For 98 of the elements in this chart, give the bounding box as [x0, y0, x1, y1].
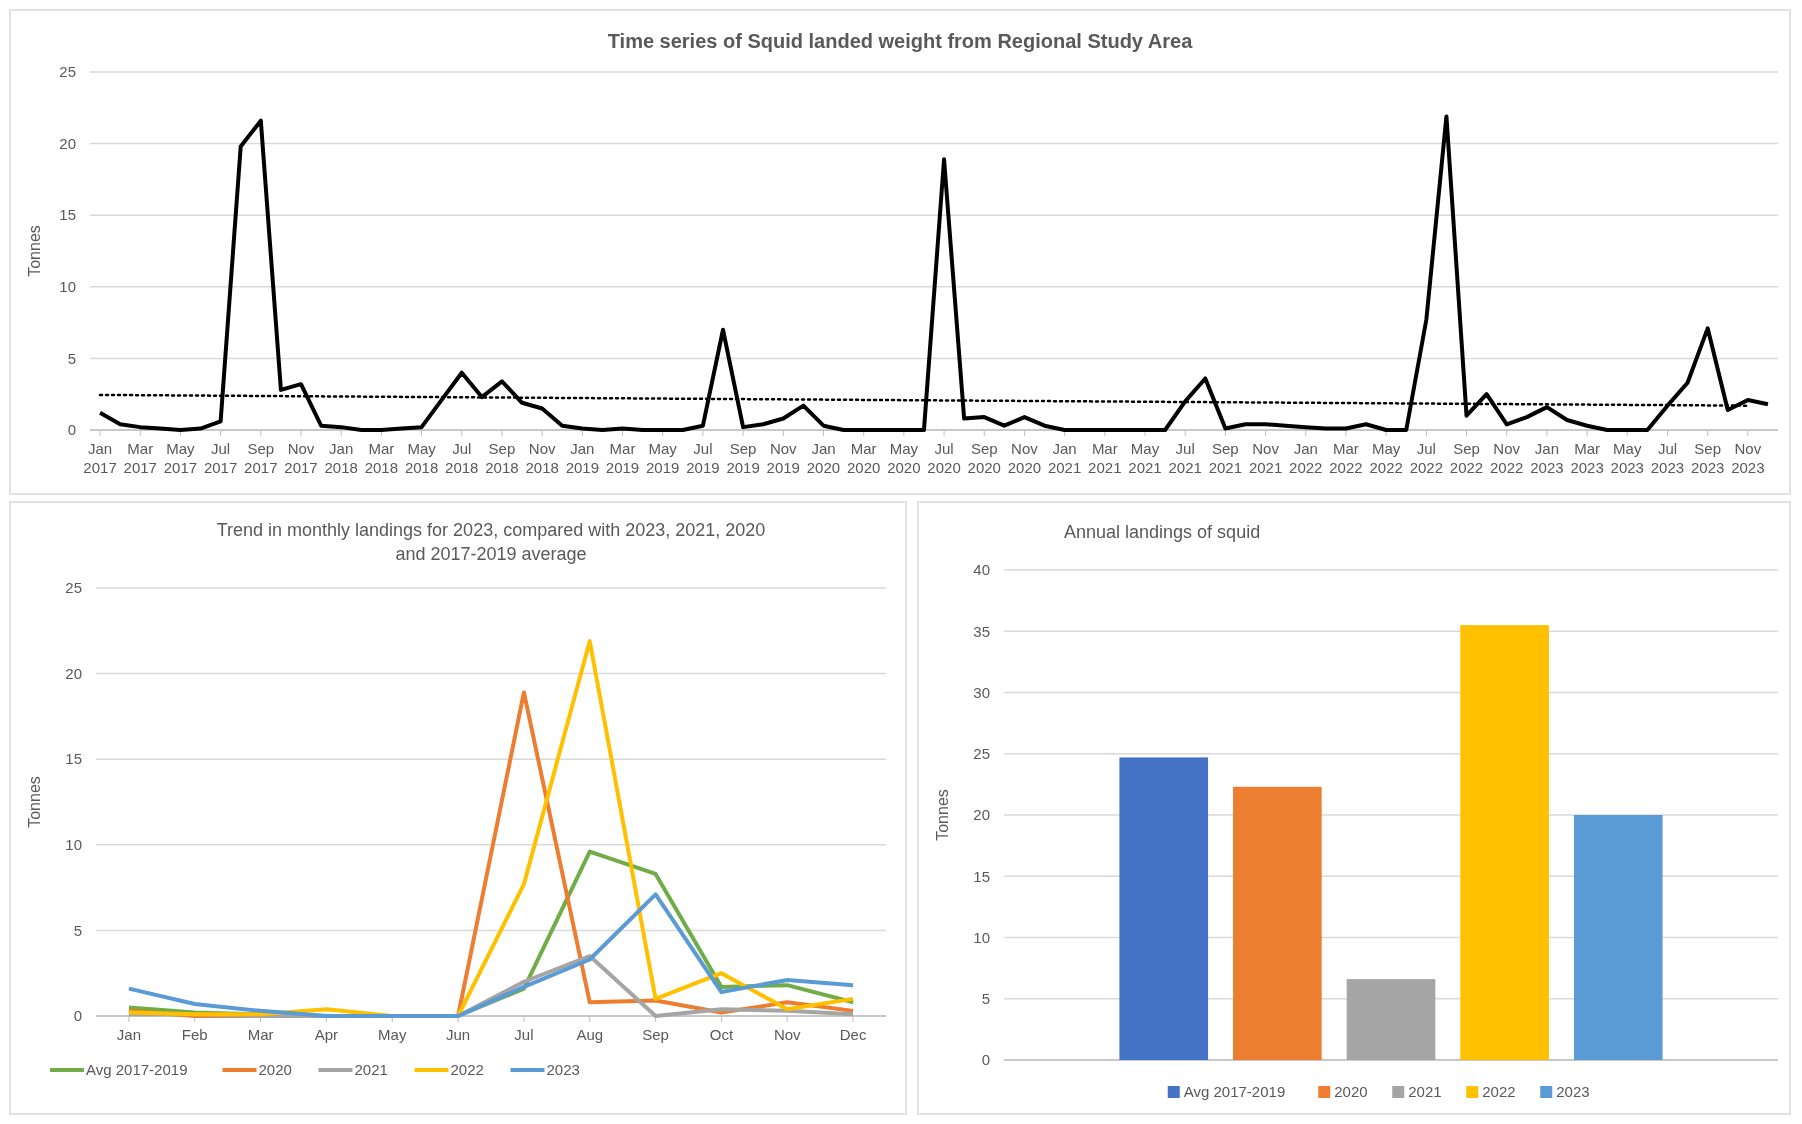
bar: [1346, 979, 1436, 1060]
x-tick-label: Mar 2017: [123, 440, 157, 476]
x-tick-label: Sep 2019: [726, 440, 760, 476]
x-tick-label: Sep 2022: [1449, 440, 1484, 476]
legend-label: 2021: [1408, 1083, 1442, 1101]
legend-label: Avg 2017-2019: [86, 1061, 188, 1079]
legend-label: 2021: [354, 1061, 388, 1079]
y-axis-title: Tonnes: [26, 776, 43, 828]
x-tick-label: Jan: [116, 1026, 142, 1043]
x-tick-label: Dec: [839, 1026, 867, 1043]
bar: [1119, 757, 1209, 1060]
y-tick-label: 10: [973, 928, 990, 946]
x-tick-label: Jan 2017: [83, 440, 117, 476]
y-tick-label: 30: [973, 683, 990, 701]
x-tick-label: Mar 2023: [1570, 440, 1604, 476]
x-tick-label: Nov 2020: [1007, 440, 1042, 476]
x-tick-label: Oct: [709, 1026, 734, 1043]
line-series: [126, 892, 856, 1018]
x-tick-label: Jul 2021: [1168, 440, 1202, 476]
x-tick-label: May 2017: [163, 440, 198, 476]
y-tick-label: 10: [65, 836, 82, 854]
x-tick-label: Mar 2020: [846, 440, 881, 476]
x-tick-label: May: [378, 1026, 407, 1043]
x-tick-label: Jul 2022: [1409, 440, 1444, 476]
bar: [1460, 625, 1549, 1060]
chart-title: Trend in monthly landings for 2023, compared with 2023, 2021, 2020 and 2017-2019 average: [216, 520, 766, 564]
x-tick-label: Mar 2022: [1329, 440, 1363, 476]
y-tick-label: 25: [59, 63, 76, 81]
x-tick-label: Feb: [181, 1026, 208, 1043]
x-tick-label: Jul 2018: [445, 440, 479, 476]
x-tick-label: Aug: [576, 1026, 604, 1043]
y-tick-label: 15: [973, 867, 990, 885]
x-tick-label: Nov 2023: [1731, 440, 1765, 476]
x-tick-label: Jan 2021: [1047, 440, 1082, 476]
x-tick-label: Nov 2022: [1490, 440, 1524, 476]
y-axis-title: Tonnes: [26, 225, 43, 277]
x-tick-label: Mar 2019: [605, 440, 640, 476]
x-tick-label: Jan 2019: [565, 440, 600, 476]
x-tick-label: Nov 2018: [525, 440, 559, 476]
x-tick-label: May 2019: [646, 440, 680, 476]
x-tick-label: May 2023: [1610, 440, 1644, 476]
x-tick-label: Apr: [314, 1026, 339, 1043]
x-tick-label: Jul 2020: [927, 440, 961, 476]
y-tick-label: 25: [973, 745, 990, 762]
y-tick-label: 35: [973, 622, 990, 640]
x-tick-label: May 2018: [404, 440, 439, 476]
legend-label: 2023: [1556, 1083, 1590, 1101]
y-tick-label: 20: [973, 806, 990, 824]
x-tick-label: May 2021: [1128, 440, 1162, 476]
y-tick-label: 5: [73, 921, 82, 939]
y-axis-title: Tonnes: [934, 789, 951, 841]
legend-label: Avg 2017-2019: [1183, 1083, 1286, 1101]
x-tick-label: Jan 2018: [324, 440, 358, 476]
bar: [1573, 815, 1663, 1060]
y-tick-label: 15: [59, 206, 76, 224]
x-tick-label: Jul 2023: [1650, 440, 1685, 476]
y-tick-label: 15: [65, 750, 82, 768]
x-tick-label: Jan 2022: [1289, 440, 1323, 476]
x-tick-label: Nov: [773, 1026, 802, 1043]
y-tick-label: 40: [973, 561, 990, 579]
x-tick-label: Nov 2021: [1248, 440, 1283, 476]
y-tick-label: 25: [65, 579, 82, 597]
x-tick-label: Jan 2023: [1530, 440, 1564, 476]
legend-label: 2023: [546, 1061, 580, 1079]
y-tick-label: 0: [67, 421, 76, 439]
x-tick-label: Sep 2020: [967, 440, 1001, 476]
x-tick-label: Mar 2021: [1088, 440, 1122, 476]
y-tick-label: 0: [981, 1051, 990, 1069]
x-tick-label: Jul: [514, 1026, 534, 1043]
legend-label: 2020: [258, 1061, 292, 1079]
legend-label: 2022: [1482, 1083, 1516, 1101]
y-tick-label: 20: [59, 134, 76, 152]
y-tick-label: 20: [65, 664, 82, 682]
x-tick-label: Jun: [445, 1026, 471, 1043]
x-tick-label: May 2020: [887, 440, 921, 476]
x-tick-label: Sep 2017: [244, 440, 278, 476]
y-tick-label: 5: [67, 349, 76, 367]
x-tick-label: Jul 2017: [203, 440, 238, 476]
x-tick-label: Mar 2018: [364, 440, 399, 476]
x-tick-label: Jan 2020: [806, 440, 841, 476]
x-tick-label: Sep 2023: [1690, 440, 1725, 476]
line-series: [98, 114, 1770, 432]
legend-label: 2020: [1334, 1083, 1368, 1101]
chart-title: Annual landings of squid: [1064, 522, 1261, 542]
x-tick-label: Sep: [642, 1026, 669, 1043]
x-tick-label: Nov 2019: [766, 440, 800, 476]
x-tick-label: Jul 2019: [686, 440, 720, 476]
legend-label: 2022: [450, 1061, 484, 1079]
bar: [1233, 786, 1322, 1060]
x-tick-label: May 2022: [1369, 440, 1403, 476]
x-tick-label: Nov 2017: [284, 440, 318, 476]
y-tick-label: 5: [981, 990, 990, 1007]
y-tick-label: 10: [59, 278, 76, 296]
chart-title: Time series of Squid landed weight from Regional Study Area: [607, 30, 1194, 52]
x-tick-label: Sep 2021: [1208, 440, 1243, 476]
x-tick-label: Mar: [247, 1026, 274, 1043]
y-tick-label: 0: [73, 1007, 82, 1025]
x-tick-label: Sep 2018: [485, 440, 519, 476]
